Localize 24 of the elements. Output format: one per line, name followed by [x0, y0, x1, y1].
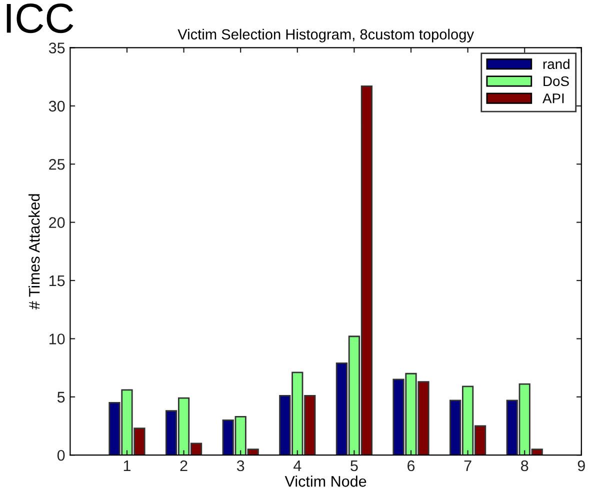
legend-label: API	[542, 94, 564, 104]
legend-label: DoS	[544, 76, 569, 86]
x-tick-label: 3	[236, 460, 244, 472]
x-tick-label: 7	[464, 460, 472, 472]
x-axis-title: Victim Node	[284, 476, 366, 487]
x-tick-label: 8	[521, 460, 528, 472]
y-tick-label: 20	[49, 217, 65, 228]
x-tick-label: 1	[124, 460, 130, 472]
y-tick-label: 35	[48, 42, 65, 54]
x-tick-label: 6	[408, 460, 415, 472]
y-tick-label: 0	[57, 450, 65, 461]
text: ICC	[6, 4, 74, 34]
x-tick-label: 2	[180, 460, 188, 472]
x-tick-label: 9	[578, 460, 585, 472]
y-tick-label: 5	[57, 392, 65, 403]
chart-title: Victim Selection Histogram, 8custom topology	[178, 28, 474, 42]
x-tick-label: 5	[350, 460, 358, 472]
x-tick-label: 4	[293, 460, 302, 472]
y-tick-label: 15	[49, 276, 65, 286]
legend-label: rand	[543, 58, 570, 70]
y-axis-title: # Times Attacked	[28, 194, 40, 310]
y-tick-label: 25	[49, 158, 65, 170]
y-tick-label: 30	[48, 100, 65, 112]
y-tick-label: 10	[49, 334, 65, 344]
